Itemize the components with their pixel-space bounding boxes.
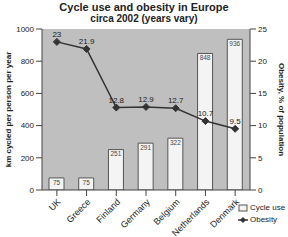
svg-text:800: 800 <box>21 57 35 66</box>
svg-text:20: 20 <box>258 57 267 66</box>
svg-text:5: 5 <box>258 154 263 163</box>
svg-text:200: 200 <box>21 154 35 163</box>
svg-text:75: 75 <box>53 179 61 186</box>
svg-text:10.7: 10.7 <box>198 109 214 118</box>
svg-text:251: 251 <box>110 150 121 157</box>
svg-text:Finland: Finland <box>94 197 122 225</box>
svg-text:1000: 1000 <box>16 25 34 34</box>
svg-text:936: 936 <box>229 40 240 47</box>
html-text:Cycle use: Cycle use <box>250 203 286 212</box>
svg-text:848: 848 <box>200 54 211 61</box>
svg-text:Obesity, % of population: Obesity, % of population <box>277 63 280 156</box>
svg-text:25: 25 <box>258 25 267 34</box>
svg-text:Netherlands: Netherlands <box>170 197 212 236</box>
svg-text:10: 10 <box>258 121 267 130</box>
svg-text:9.5: 9.5 <box>230 117 242 126</box>
svg-text:322: 322 <box>170 139 181 146</box>
svg-text:UK: UK <box>47 197 63 213</box>
svg-text:75: 75 <box>83 179 91 186</box>
svg-text:Greece: Greece <box>65 197 93 225</box>
svg-text:400: 400 <box>21 121 35 130</box>
svg-text:600: 600 <box>21 89 35 98</box>
svg-text:km cycled per person per year: km cycled per person per year <box>8 52 13 168</box>
svg-text:15: 15 <box>258 89 267 98</box>
svg-text:12.9: 12.9 <box>138 95 154 104</box>
svg-text:Denmark: Denmark <box>208 197 241 230</box>
svg-text:0: 0 <box>30 186 35 195</box>
html-text:Obesity: Obesity <box>250 215 278 224</box>
svg-text:Germany: Germany <box>119 197 153 231</box>
svg-text:21.9: 21.9 <box>79 37 95 46</box>
svg-text:12.7: 12.7 <box>168 96 184 105</box>
svg-text:12.8: 12.8 <box>108 96 124 105</box>
svg-text:23: 23 <box>52 30 61 39</box>
html-text:Cycle use and obesity in Europ: Cycle use and obesity in Europe <box>59 1 229 13</box>
svg-text:Belgium: Belgium <box>152 197 182 227</box>
html-text:circa 2002 (years vary): circa 2002 (years vary) <box>90 13 198 24</box>
svg-text:291: 291 <box>140 144 151 151</box>
svg-text:0: 0 <box>258 186 263 195</box>
